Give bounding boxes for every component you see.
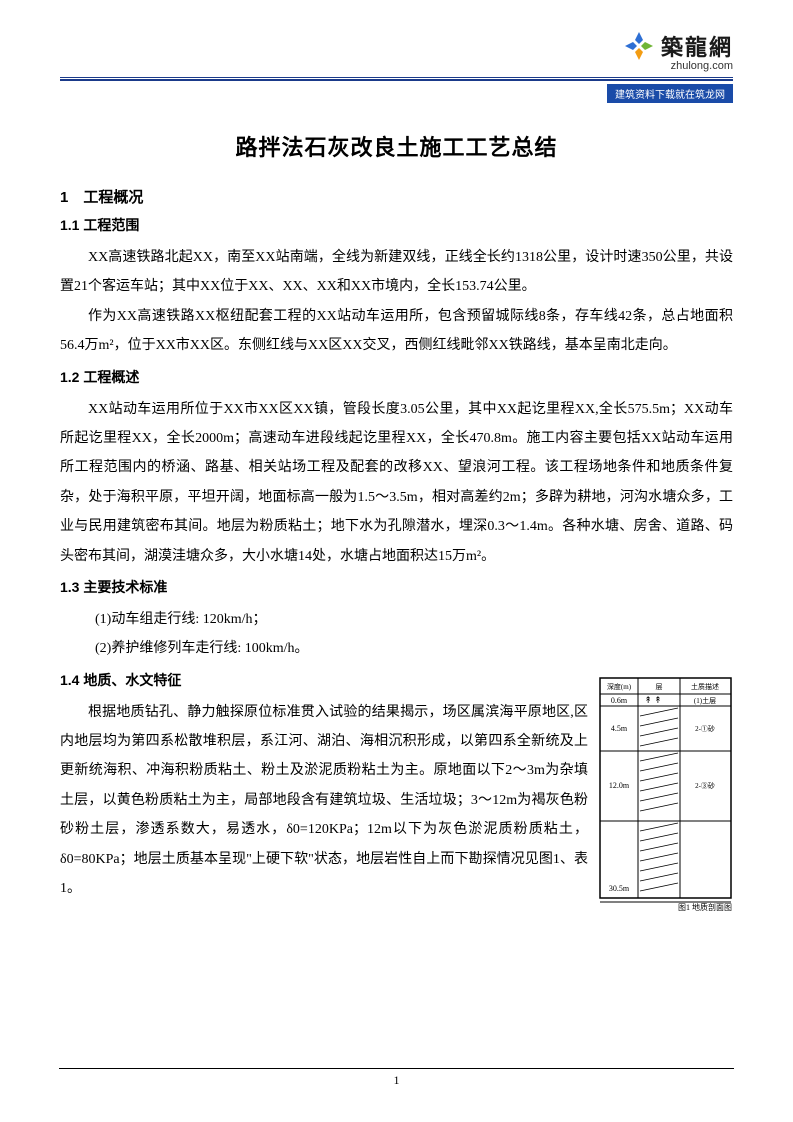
svg-text:层: 层 <box>656 683 663 691</box>
document-title: 路拌法石灰改良土施工工艺总结 <box>60 130 733 162</box>
logo-text-cn: 築龍網 <box>661 30 733 62</box>
logo-text-en: zhulong.com <box>661 60 733 72</box>
svg-text:2-③砂: 2-③砂 <box>695 781 715 790</box>
page-footer: 1 <box>0 1068 793 1088</box>
svg-text:(1)土层: (1)土层 <box>694 696 716 705</box>
section-with-figure: 深度(m) 层 土质描述 0.6m ↟ ↟ (1)土层 4.5m 2-①砂 12… <box>60 670 733 904</box>
svg-text:2-①砂: 2-①砂 <box>695 724 715 733</box>
svg-text:0.6m: 0.6m <box>611 696 628 705</box>
list-item: (1)动车组走行线: 120km/h； <box>60 605 733 634</box>
header-tagline: 建筑资料下载就在筑龙网 <box>607 84 733 103</box>
svg-text:4.5m: 4.5m <box>611 724 628 733</box>
section-1-2-heading: 1.2 工程概述 <box>60 367 733 387</box>
svg-text:↟ ↟: ↟ ↟ <box>644 695 661 705</box>
page-number: 1 <box>394 1073 400 1087</box>
list-item: (2)养护维修列车走行线: 100km/h。 <box>60 634 733 663</box>
header-divider <box>60 77 733 81</box>
section-1-3-heading: 1.3 主要技术标准 <box>60 577 733 597</box>
zhulong-logo-icon <box>623 30 655 62</box>
section-1-1-heading: 1.1 工程范围 <box>60 215 733 235</box>
footer-divider <box>59 1068 734 1069</box>
page-header: 築龍網 zhulong.com 建筑资料下载就在筑龙网 <box>60 30 733 100</box>
svg-text:30.5m: 30.5m <box>609 884 630 893</box>
paragraph: XX高速铁路北起XX，南至XX站南端，全线为新建双线，正线全长约1318公里，设… <box>60 243 733 302</box>
section-1-heading: 1 工程概况 <box>60 186 733 207</box>
paragraph: 作为XX高速铁路XX枢纽配套工程的XX站动车运用所，包含预留城际线8条，存车线4… <box>60 302 733 361</box>
logo-row: 築龍網 <box>623 30 733 62</box>
svg-text:图1 地质剖面图: 图1 地质剖面图 <box>678 902 732 912</box>
paragraph: XX站动车运用所位于XX市XX区XX镇，管段长度3.05公里，其中XX起讫里程X… <box>60 395 733 571</box>
svg-text:12.0m: 12.0m <box>609 781 630 790</box>
logo-block: 築龍網 zhulong.com <box>623 30 733 72</box>
svg-text:土质描述: 土质描述 <box>691 682 719 691</box>
geology-figure: 深度(m) 层 土质描述 0.6m ↟ ↟ (1)土层 4.5m 2-①砂 12… <box>598 676 733 916</box>
svg-text:深度(m): 深度(m) <box>607 682 632 691</box>
